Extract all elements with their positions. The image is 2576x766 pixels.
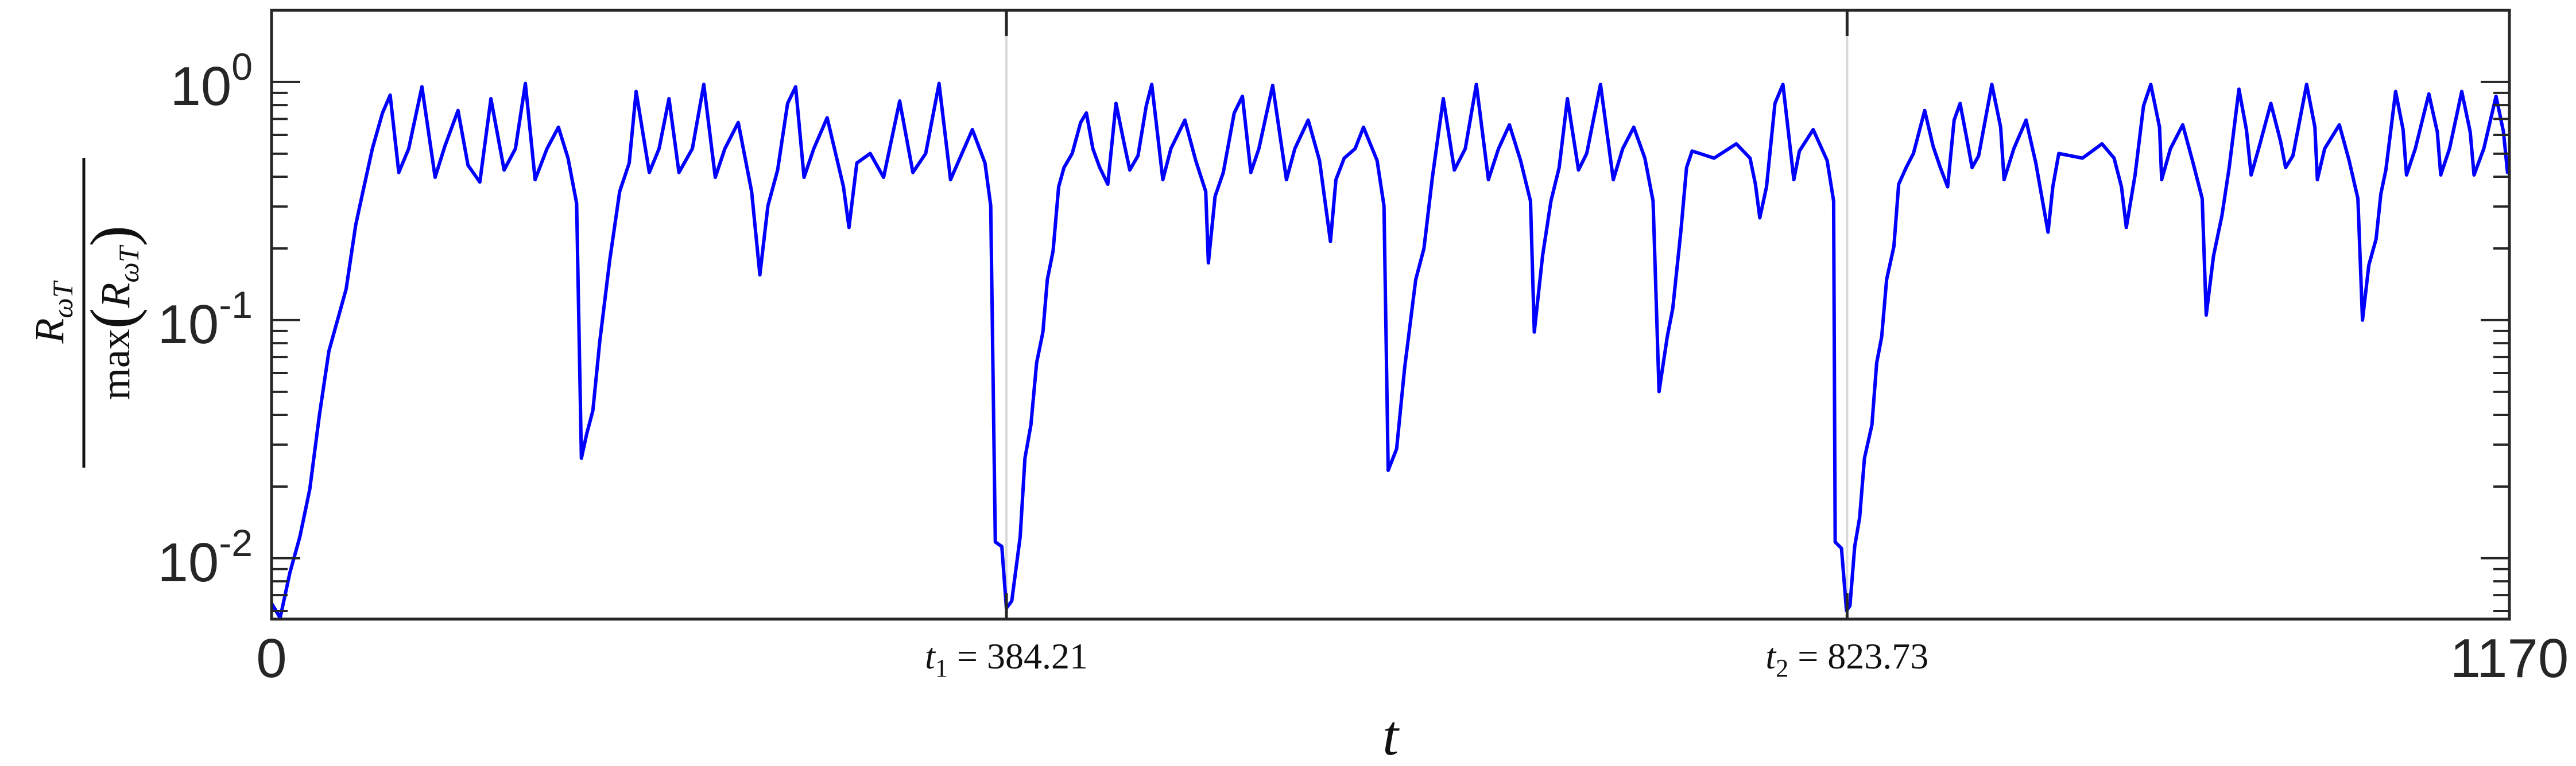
y-label-max: max	[92, 329, 138, 400]
x-tick-label-var: t	[1765, 636, 1777, 676]
y-tick-base: 10	[171, 56, 232, 117]
x-tick-label-value: = 384.21	[948, 636, 1088, 676]
x-axis-label: t	[1382, 703, 1400, 766]
y-tick-label: 10-2	[158, 522, 253, 593]
y-label-denominator: R	[92, 283, 138, 309]
x-tick-label-sub: 2	[1776, 654, 1788, 682]
y-tick-base: 10	[158, 532, 219, 593]
x-tick-label: 0	[256, 628, 286, 689]
y-tick-base: 10	[158, 294, 219, 355]
svg-text:RωT: RωT	[26, 280, 79, 344]
x-tick-label-sub: 1	[935, 654, 948, 682]
x-tick-label: 1170	[2450, 628, 2569, 689]
x-tick-labels: 0 t1 = 384.21 t2 = 823.73 1170	[256, 628, 2569, 689]
vertical-markers	[1005, 10, 1849, 619]
y-tick-exponent: 0	[231, 45, 253, 88]
y-label-open-paren: (	[78, 308, 148, 329]
svg-text:max(RωT): max(RωT)	[78, 225, 148, 400]
y-tick-label: 10-1	[158, 283, 253, 355]
y-label-denominator-sub: ωT	[113, 244, 145, 282]
y-axis-label: RωT max(RωT)	[26, 158, 148, 468]
ticks	[270, 9, 2511, 619]
plot-frame	[270, 9, 2511, 621]
y-tick-exponent: -2	[219, 522, 253, 564]
y-label-numerator-sub: ωT	[47, 280, 79, 318]
x-tick-label: t2 = 823.73	[1765, 636, 1928, 682]
x-tick-label-value: = 823.73	[1788, 636, 1928, 676]
x-tick-label: t1 = 384.21	[925, 636, 1088, 682]
series-line	[270, 81, 2511, 620]
y-tick-label: 100	[171, 45, 253, 117]
y-tick-exponent: -1	[219, 283, 253, 326]
y-label-numerator: R	[26, 318, 72, 344]
x-tick-label-var: t	[925, 636, 936, 676]
series-group	[270, 81, 2511, 620]
y-label-close-paren: )	[78, 225, 148, 247]
